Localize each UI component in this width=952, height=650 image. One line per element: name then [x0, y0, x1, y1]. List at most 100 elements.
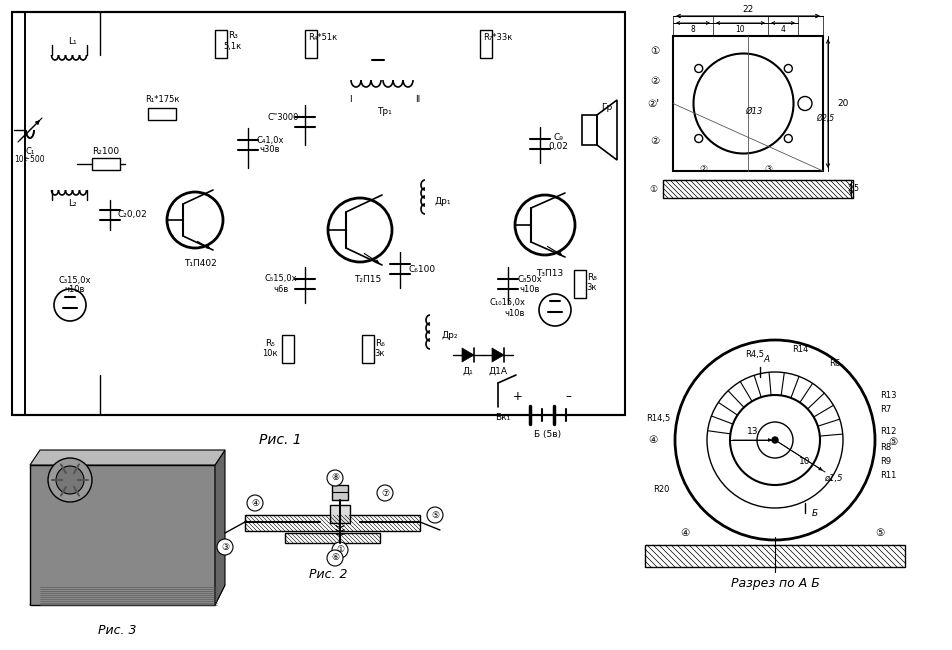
- Text: ч10в: ч10в: [520, 285, 540, 294]
- Text: Др₁: Др₁: [435, 196, 451, 205]
- Circle shape: [772, 437, 778, 443]
- Bar: [305, 30, 317, 58]
- Text: 10÷500: 10÷500: [14, 155, 46, 164]
- Text: R8: R8: [880, 443, 891, 452]
- Text: C₈50х: C₈50х: [518, 274, 543, 283]
- Text: ④: ④: [648, 435, 658, 445]
- Text: ø1,5: ø1,5: [823, 473, 843, 482]
- Text: ч30в: ч30в: [260, 146, 280, 155]
- Bar: [574, 270, 586, 298]
- Text: I: I: [348, 96, 351, 105]
- Bar: [480, 30, 492, 58]
- Text: ⑥: ⑥: [331, 554, 339, 562]
- Polygon shape: [462, 348, 474, 362]
- Text: 10: 10: [800, 458, 811, 467]
- Text: C₃15,0х: C₃15,0х: [59, 276, 91, 285]
- Text: 2,5: 2,5: [847, 185, 859, 194]
- Text: T₂П15: T₂П15: [354, 276, 382, 285]
- Text: R₈: R₈: [587, 274, 597, 283]
- Text: Др₂: Др₂: [442, 332, 458, 341]
- Text: ①: ①: [336, 545, 344, 554]
- Bar: [215, 30, 227, 58]
- Polygon shape: [492, 348, 504, 362]
- Text: C₆100: C₆100: [408, 265, 436, 274]
- Text: ④: ④: [681, 528, 689, 538]
- Circle shape: [332, 542, 348, 558]
- Text: ②: ②: [699, 166, 707, 174]
- Text: Д1А: Д1А: [488, 367, 507, 376]
- Text: Рис. 2: Рис. 2: [308, 569, 347, 582]
- Bar: [148, 108, 176, 120]
- Text: R20: R20: [654, 486, 670, 495]
- Text: Тр₁: Тр₁: [377, 107, 391, 116]
- Circle shape: [427, 507, 443, 523]
- Text: ⑧: ⑧: [331, 473, 339, 482]
- Circle shape: [327, 470, 343, 486]
- Text: C₅15,0х: C₅15,0х: [265, 274, 297, 283]
- Text: Б: Б: [812, 508, 818, 517]
- Text: R₂100: R₂100: [92, 146, 120, 155]
- Text: T₁П402: T₁П402: [184, 259, 216, 268]
- Text: 3к: 3к: [375, 348, 386, 358]
- Text: ②: ②: [650, 136, 660, 146]
- Text: R14: R14: [792, 346, 808, 354]
- Text: 4: 4: [781, 25, 785, 34]
- Text: R6: R6: [829, 359, 841, 369]
- Text: 3к: 3к: [586, 283, 597, 292]
- Text: C‷3000: C‷3000: [268, 112, 299, 122]
- Circle shape: [217, 539, 233, 555]
- Text: ②: ②: [650, 76, 660, 86]
- Text: ①: ①: [650, 46, 660, 56]
- Text: Вк₁: Вк₁: [495, 413, 510, 421]
- Text: ①: ①: [649, 185, 657, 194]
- Text: R11: R11: [880, 471, 897, 480]
- Bar: [282, 335, 294, 363]
- Text: R₄*51к: R₄*51к: [308, 34, 338, 42]
- Text: II: II: [415, 96, 421, 105]
- Bar: [663, 180, 853, 198]
- Text: Д₁: Д₁: [463, 367, 473, 376]
- Circle shape: [48, 458, 92, 502]
- Bar: [330, 505, 350, 523]
- Bar: [582, 115, 597, 145]
- Text: ④: ④: [251, 499, 259, 508]
- Text: R₇*33к: R₇*33к: [484, 34, 513, 42]
- Bar: [645, 545, 905, 567]
- Bar: [92, 158, 120, 170]
- Text: 20: 20: [838, 99, 848, 108]
- Text: 10: 10: [736, 25, 745, 34]
- Text: А: А: [764, 356, 770, 365]
- Text: T₃П13: T₃П13: [536, 268, 564, 278]
- Text: C₁: C₁: [26, 148, 34, 157]
- Circle shape: [247, 495, 263, 511]
- Text: ③: ③: [221, 543, 229, 551]
- Text: 0,02: 0,02: [548, 142, 568, 151]
- Text: 8: 8: [690, 25, 695, 34]
- Text: ③: ③: [764, 166, 772, 174]
- Circle shape: [377, 485, 393, 501]
- Text: ⑤: ⑤: [876, 528, 884, 538]
- Bar: [332, 485, 348, 500]
- Text: R14,5: R14,5: [645, 413, 670, 423]
- Text: R₁*175к: R₁*175к: [145, 96, 179, 105]
- Text: 22: 22: [743, 5, 754, 14]
- Text: ч6в: ч6в: [273, 285, 288, 294]
- Bar: [362, 335, 374, 363]
- Polygon shape: [215, 450, 225, 605]
- Text: R13: R13: [880, 391, 897, 400]
- Bar: [12, 12, 625, 415]
- Text: Ø2,5: Ø2,5: [816, 114, 834, 123]
- Text: R4,5: R4,5: [745, 350, 764, 359]
- Text: Ø13: Ø13: [744, 107, 763, 116]
- Circle shape: [327, 550, 343, 566]
- Text: ⑤: ⑤: [431, 510, 439, 519]
- Bar: [245, 515, 420, 531]
- Text: ⑦: ⑦: [381, 489, 389, 497]
- Text: ч10в: ч10в: [65, 285, 85, 294]
- Text: Рис. 3: Рис. 3: [98, 625, 137, 638]
- Bar: [285, 533, 380, 543]
- Polygon shape: [30, 465, 215, 605]
- Text: 5,1к: 5,1к: [224, 42, 242, 51]
- Text: 10к: 10к: [262, 348, 278, 358]
- Text: Гр: Гр: [602, 103, 613, 112]
